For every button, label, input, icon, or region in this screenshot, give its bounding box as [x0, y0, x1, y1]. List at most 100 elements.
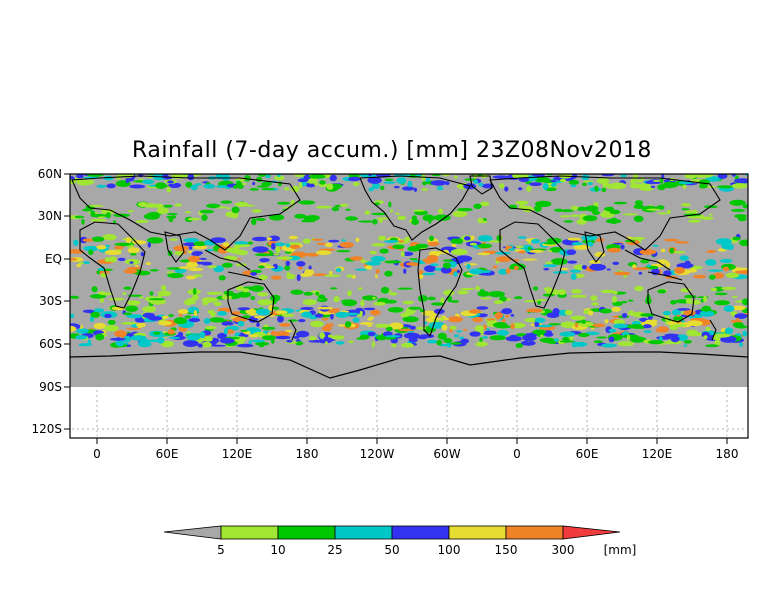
rain-cell [301, 219, 316, 223]
rain-cell [384, 270, 393, 277]
rain-cell [713, 272, 724, 279]
rain-cell [706, 176, 720, 182]
rain-cell [494, 251, 511, 255]
rain-cell [83, 245, 99, 252]
rain-cell [402, 186, 415, 191]
rain-cell [564, 309, 573, 316]
rain-cell [581, 265, 588, 270]
rain-cell [554, 208, 563, 212]
rain-cell [291, 185, 300, 193]
lon-label: 60E [156, 447, 179, 461]
rain-cell [450, 342, 462, 345]
rain-cell [315, 291, 320, 296]
rain-cell [596, 239, 601, 242]
rain-cell [286, 339, 293, 343]
rain-cell [656, 326, 669, 333]
rain-cell [477, 243, 492, 249]
rain-cell [648, 340, 664, 345]
rain-cell [312, 273, 328, 277]
rain-cell [402, 316, 419, 323]
rain-cell [492, 175, 509, 179]
rain-cell [466, 263, 471, 270]
rain-cell [153, 331, 161, 335]
rain-cell [299, 181, 303, 189]
rain-cell [634, 285, 644, 292]
rain-cell [657, 289, 667, 294]
rain-cell [364, 210, 370, 215]
latitude-axis: 60N 30N EQ 30S 60S 90S 120S [31, 167, 70, 436]
longitude-axis: 0 60E 120E 180 120W 60W 0 60E 120E 180 [93, 438, 738, 461]
rain-cell [225, 211, 236, 218]
rain-cell [430, 180, 447, 186]
rain-cell [142, 312, 155, 318]
rain-cell [274, 331, 290, 338]
rain-cell [739, 342, 743, 347]
rain-cell [594, 185, 599, 192]
rain-cell [669, 247, 675, 254]
rain-cell [371, 340, 375, 348]
rain-cell [372, 182, 380, 190]
rain-cell [601, 187, 607, 193]
rain-cell [421, 188, 429, 191]
rain-cell [257, 174, 268, 177]
rain-cell [608, 206, 614, 209]
rain-cell [655, 329, 660, 333]
rain-cell [566, 249, 577, 255]
rain-cell [723, 266, 729, 272]
lat-label: 60S [39, 337, 62, 351]
lat-label: 30S [39, 294, 62, 308]
rain-cell [470, 235, 475, 240]
rain-cell [97, 267, 106, 271]
rain-cell [601, 343, 618, 348]
colorbar-segment [277, 525, 336, 540]
rain-cell [408, 336, 418, 343]
colorbar-unit: [mm] [604, 543, 637, 557]
rain-cell [656, 336, 672, 340]
rain-cell [278, 181, 282, 187]
rain-cell [442, 249, 450, 255]
rain-cell [221, 295, 233, 300]
rain-cell [82, 208, 93, 212]
rain-cell [83, 261, 90, 264]
rain-cell [626, 334, 631, 341]
rain-cell [285, 329, 293, 333]
rain-cell [625, 324, 643, 329]
rain-cell [266, 237, 273, 241]
rain-cell [681, 203, 691, 207]
rain-cell [187, 255, 201, 263]
rain-cell [529, 249, 544, 253]
rain-cell [123, 335, 131, 343]
rain-cell [638, 271, 643, 275]
rain-cell [76, 328, 89, 334]
rain-cell [487, 291, 505, 298]
lat-label: 90S [39, 380, 62, 394]
rain-cell [473, 179, 479, 184]
rain-cell [549, 247, 563, 253]
rain-cell [400, 251, 405, 257]
colorbar-min-arrow [163, 525, 222, 540]
rain-cell [646, 264, 651, 268]
rain-cell [401, 342, 414, 348]
grid-lines [72, 390, 746, 436]
map-title: Rainfall (7-day accum.) [mm] 23Z08Nov201… [132, 138, 652, 163]
rain-cell [450, 238, 460, 244]
lon-label: 120E [642, 447, 673, 461]
rain-cell [662, 311, 671, 316]
rain-cell [96, 184, 107, 188]
rain-cell [539, 337, 555, 343]
rain-cell [145, 262, 152, 266]
rain-cell [321, 325, 332, 332]
rain-cell [222, 262, 233, 268]
rain-cell [420, 309, 424, 313]
rain-cell [701, 305, 712, 312]
rain-cell [684, 260, 691, 266]
rain-cell [149, 291, 154, 296]
rain-cell [302, 238, 311, 244]
rain-cell [95, 333, 105, 341]
rain-cell [263, 324, 269, 328]
rain-cell [290, 289, 304, 295]
rain-cell [734, 178, 748, 184]
rain-cell [683, 340, 692, 344]
rain-cell [604, 319, 609, 324]
rain-cell [389, 292, 398, 296]
